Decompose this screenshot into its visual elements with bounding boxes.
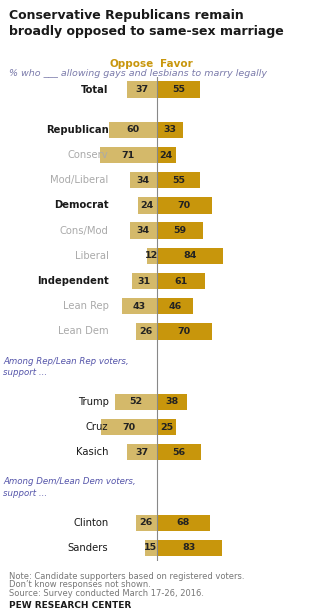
Bar: [109, 122, 157, 138]
Bar: [157, 172, 200, 188]
Text: Source: Survey conducted March 17-26, 2016.: Source: Survey conducted March 17-26, 20…: [9, 589, 204, 598]
Bar: [130, 172, 157, 188]
Bar: [101, 419, 157, 436]
Text: Oppose: Oppose: [109, 60, 153, 70]
Bar: [136, 323, 157, 339]
Bar: [157, 394, 187, 410]
Bar: [157, 540, 222, 556]
Text: Democrat: Democrat: [54, 200, 108, 211]
Text: 84: 84: [183, 251, 197, 261]
Text: 70: 70: [178, 327, 191, 336]
Text: 70: 70: [122, 423, 135, 432]
Text: Lean Dem: Lean Dem: [58, 326, 108, 336]
Bar: [122, 298, 157, 314]
Text: Cons/Mod: Cons/Mod: [60, 225, 108, 236]
Text: 71: 71: [122, 150, 135, 160]
Text: Cruz: Cruz: [86, 422, 108, 432]
Bar: [157, 273, 205, 289]
Text: 37: 37: [135, 448, 148, 456]
Bar: [157, 81, 200, 98]
Text: PEW RESEARCH CENTER: PEW RESEARCH CENTER: [9, 601, 131, 610]
Bar: [157, 147, 175, 163]
Text: 24: 24: [159, 150, 173, 160]
Bar: [157, 222, 203, 239]
Text: 24: 24: [140, 201, 154, 210]
Text: 83: 83: [183, 543, 196, 553]
Text: Trump: Trump: [78, 397, 108, 407]
Bar: [157, 248, 223, 264]
Bar: [127, 81, 157, 98]
Text: 56: 56: [172, 448, 185, 456]
Text: 38: 38: [165, 397, 178, 407]
Text: 60: 60: [126, 126, 140, 134]
Bar: [132, 273, 157, 289]
Text: Don’t know responses not shown.: Don’t know responses not shown.: [9, 580, 151, 590]
Bar: [130, 222, 157, 239]
Bar: [157, 419, 176, 436]
Text: 68: 68: [177, 518, 190, 527]
Bar: [157, 323, 212, 339]
Text: 33: 33: [163, 126, 176, 134]
Text: 34: 34: [136, 226, 150, 235]
Bar: [157, 197, 212, 214]
Bar: [157, 444, 201, 460]
Bar: [157, 298, 193, 314]
Text: 31: 31: [138, 277, 151, 285]
Text: 34: 34: [136, 176, 150, 185]
Text: 26: 26: [140, 518, 153, 527]
Bar: [100, 147, 157, 163]
Text: Total: Total: [81, 84, 108, 95]
Text: Among Dem/Lean Dem voters,
support ...: Among Dem/Lean Dem voters, support ...: [3, 477, 136, 498]
Bar: [127, 444, 157, 460]
Text: Liberal: Liberal: [75, 251, 108, 261]
Text: 55: 55: [172, 85, 185, 94]
Bar: [138, 197, 157, 214]
Text: Conserv: Conserv: [68, 150, 108, 160]
Text: 46: 46: [168, 302, 181, 310]
Text: 15: 15: [144, 543, 157, 553]
Bar: [147, 248, 157, 264]
Text: Favor: Favor: [160, 60, 193, 70]
Text: 43: 43: [133, 302, 146, 310]
Text: Sanders: Sanders: [68, 543, 108, 553]
Text: Republican: Republican: [46, 125, 108, 135]
Bar: [157, 514, 210, 531]
Text: Mod/Liberal: Mod/Liberal: [50, 176, 108, 185]
Text: % who ___ allowing gays and lesbians to marry legally: % who ___ allowing gays and lesbians to …: [9, 69, 267, 78]
Text: 12: 12: [145, 251, 158, 261]
Bar: [157, 122, 183, 138]
Text: 55: 55: [172, 176, 185, 185]
Text: 70: 70: [178, 201, 191, 210]
Text: Lean Rep: Lean Rep: [63, 301, 108, 311]
Text: Kasich: Kasich: [76, 447, 108, 457]
Text: Independent: Independent: [37, 276, 108, 286]
Text: 37: 37: [135, 85, 148, 94]
Text: 61: 61: [174, 277, 187, 285]
Text: 26: 26: [140, 327, 153, 336]
Bar: [145, 540, 157, 556]
Text: Note: Candidate supporters based on registered voters.: Note: Candidate supporters based on regi…: [9, 572, 245, 581]
Text: 25: 25: [160, 423, 173, 432]
Text: Clinton: Clinton: [73, 518, 108, 528]
Text: Among Rep/Lean Rep voters,
support ...: Among Rep/Lean Rep voters, support ...: [3, 357, 129, 376]
Bar: [115, 394, 157, 410]
Text: 59: 59: [173, 226, 187, 235]
Text: 52: 52: [129, 397, 143, 407]
Text: Conservative Republicans remain
broadly opposed to same-sex marriage: Conservative Republicans remain broadly …: [9, 9, 284, 38]
Bar: [136, 514, 157, 531]
